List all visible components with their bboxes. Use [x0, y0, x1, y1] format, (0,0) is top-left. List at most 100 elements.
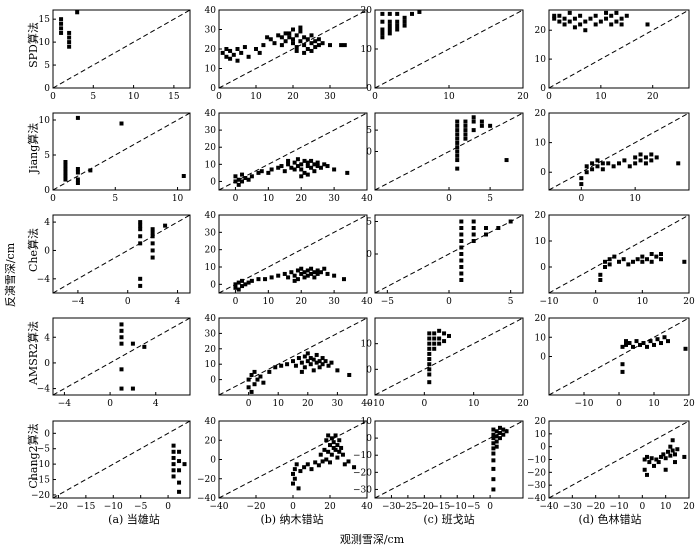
data-point — [312, 169, 317, 174]
y-tick-label: 40 — [205, 6, 217, 16]
data-point — [463, 136, 468, 141]
data-point — [320, 459, 325, 464]
data-point — [276, 165, 281, 170]
data-point — [659, 341, 663, 346]
data-point — [292, 467, 297, 472]
x-tick-label: 10 — [660, 502, 672, 512]
data-point — [497, 425, 502, 430]
y-tick-label: 30 — [205, 26, 217, 36]
y-tick-label: 30 — [205, 329, 217, 339]
data-point — [612, 254, 617, 259]
data-point — [265, 35, 270, 40]
data-point — [427, 346, 432, 351]
panel-frame — [548, 420, 690, 499]
data-point — [567, 10, 572, 15]
data-point — [471, 119, 476, 124]
x-tick-label: −15 — [76, 502, 95, 512]
data-point — [294, 33, 299, 38]
data-point — [335, 443, 340, 448]
data-point — [633, 161, 638, 166]
y-tick-label: 0 — [540, 443, 546, 453]
data-point — [494, 429, 499, 434]
data-point — [63, 160, 68, 164]
data-point — [325, 271, 330, 276]
y-tick-label: 0 — [366, 365, 372, 375]
y-tick-label: 10 — [39, 38, 51, 48]
data-point — [239, 50, 244, 55]
data-point — [352, 465, 357, 470]
reference-line-1to1 — [52, 9, 191, 89]
data-point — [497, 436, 502, 441]
y-tick-label: 30 — [205, 228, 217, 238]
y-tick-label: 10 — [205, 263, 217, 273]
data-point — [291, 37, 295, 42]
data-point — [295, 277, 300, 282]
data-point — [345, 170, 350, 175]
data-point — [620, 362, 625, 367]
panel-frame — [218, 214, 368, 294]
data-point — [292, 167, 297, 172]
scatter-panel-r4c3: −40 −30 −20 −10 0 10 20 −40 −30 −20 −10 0 10 20 — [527, 417, 695, 512]
x-tick-label: 10 — [637, 297, 649, 307]
data-point — [299, 174, 304, 179]
data-point — [649, 152, 654, 157]
data-point — [557, 13, 562, 18]
panel-frame — [52, 9, 191, 89]
data-point — [171, 443, 176, 448]
data-point — [291, 359, 295, 364]
data-point — [287, 31, 292, 36]
x-tick-label: 30 — [324, 92, 336, 102]
data-point — [395, 27, 400, 32]
y-tick-label: 10 — [535, 55, 547, 65]
y-tick-label: 5 — [366, 126, 372, 136]
data-point — [261, 43, 266, 48]
data-point — [491, 477, 496, 482]
data-point — [387, 19, 392, 24]
data-point — [641, 341, 646, 346]
data-point — [296, 486, 301, 491]
y-tick-label: 0 — [44, 186, 50, 196]
data-point — [459, 278, 464, 282]
data-point — [621, 257, 626, 262]
data-point — [138, 227, 143, 232]
data-point — [380, 35, 385, 40]
data-point — [240, 179, 245, 184]
y-tick-label: −10 — [353, 451, 372, 461]
y-tick-label: 0 — [210, 280, 216, 290]
data-point — [619, 22, 624, 27]
data-point — [249, 389, 254, 394]
x-tick-label: −20 — [49, 502, 68, 512]
scatter-panel-r3c0: −4 0 4 −4 0 4 — [37, 317, 191, 409]
x-tick-label: 0 — [107, 399, 113, 409]
data-point — [598, 19, 603, 24]
data-point — [293, 363, 298, 368]
x-tick-label: −40 — [210, 502, 229, 512]
reference-line-1to1 — [218, 317, 368, 396]
data-point — [666, 339, 670, 344]
data-point — [333, 447, 338, 452]
data-point — [119, 341, 124, 346]
data-point — [682, 454, 687, 459]
data-point — [299, 167, 304, 172]
data-point — [588, 16, 593, 21]
data-point — [652, 342, 656, 347]
data-point — [322, 162, 327, 167]
data-point — [246, 280, 251, 285]
x-tick-label: 0 — [233, 194, 239, 204]
y-tick-label: 0 — [540, 263, 546, 273]
data-point — [233, 174, 238, 179]
data-point — [471, 226, 476, 230]
data-point — [171, 474, 176, 479]
data-point — [138, 283, 143, 288]
scatter-panel-r4c0: −20 −15 −10 −5 0 −20 −15 −10 −5 0 — [31, 420, 191, 512]
data-point — [305, 268, 310, 273]
data-point — [437, 336, 442, 341]
y-tick-label: 20 — [535, 417, 547, 427]
data-point — [673, 460, 677, 465]
data-point — [654, 155, 659, 160]
data-point — [119, 121, 124, 126]
data-point — [603, 265, 607, 269]
data-point — [309, 271, 314, 276]
x-tick-label: 10 — [128, 92, 140, 102]
data-point — [459, 271, 464, 276]
